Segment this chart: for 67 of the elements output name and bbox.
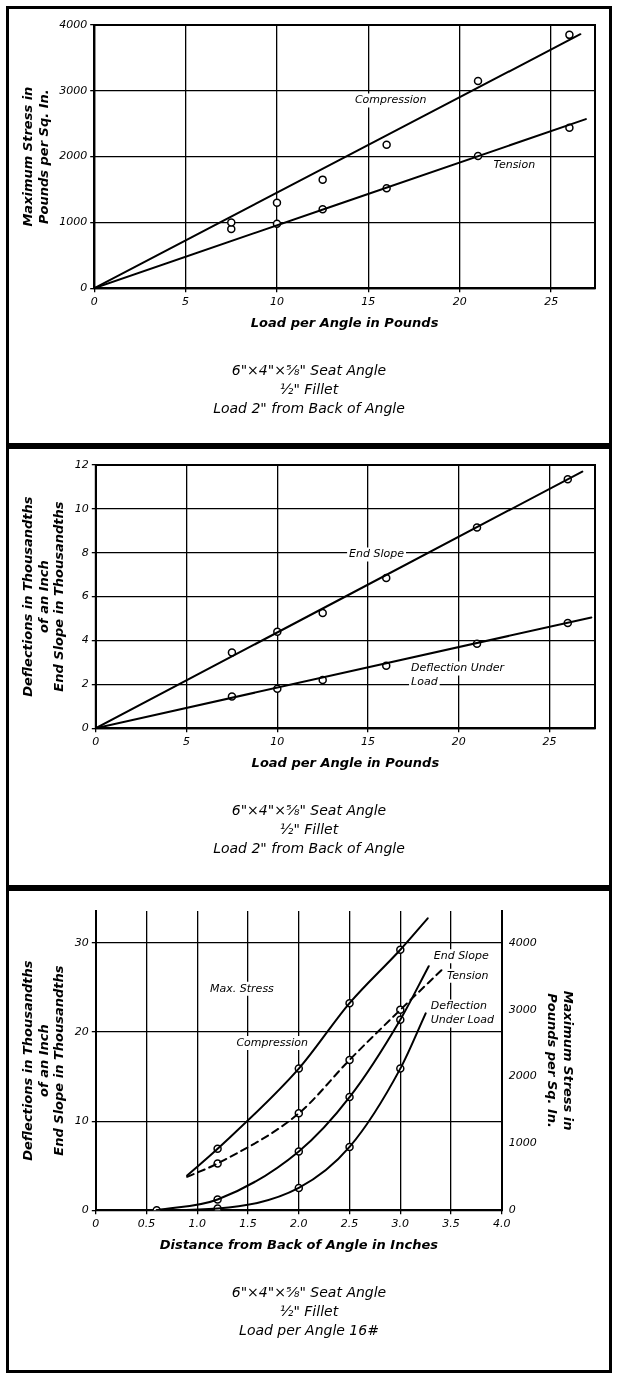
- y2-axis-title: Maximum Stress in Pounds per Sq. In.: [545, 990, 576, 1131]
- y-tick-label: 1000: [59, 215, 88, 229]
- y-tick-label: 4: [81, 633, 89, 647]
- x-tick-label: 4.0: [493, 1216, 511, 1230]
- series-label: Compression: [354, 93, 427, 107]
- y2-tick-label: 4000: [508, 935, 537, 949]
- text: 6"×4"×⅝" Seat Angle: [230, 361, 388, 380]
- x-axis-title: Load per Angle in Pounds: [251, 754, 440, 770]
- y-tick-label: 2000: [59, 149, 88, 163]
- series-label: Compression: [236, 1035, 309, 1049]
- x-tick-label: 1.5: [239, 1216, 257, 1230]
- y-axis-title: Deflections in Thousandths of an Inch End Slope in Thousandths: [20, 960, 67, 1161]
- y-tick-label: 8: [81, 545, 89, 559]
- y-tick-label: 3000: [59, 83, 88, 97]
- y-axis-title: Maximum Stress in Pounds per Sq. In.: [20, 86, 51, 227]
- x-tick-label: 5: [183, 734, 191, 748]
- y-tick-label: 30: [74, 935, 89, 949]
- y-tick-label: 0: [80, 281, 88, 295]
- y-tick-label: 12: [74, 457, 89, 471]
- y-tick-label: 6: [81, 589, 89, 603]
- x-tick-label: 3.0: [391, 1216, 410, 1230]
- x-tick-label: 3.5: [442, 1216, 460, 1230]
- y-tick-label: 20: [74, 1024, 89, 1038]
- text: ½" Fillet: [278, 380, 340, 399]
- series-label: Tension: [446, 968, 489, 982]
- text: ½" Fillet: [278, 1302, 340, 1321]
- y-tick-label: 2: [81, 677, 89, 691]
- series-label: Deflection Under Load: [430, 999, 496, 1027]
- text: 6"×4"×⅝" Seat Angle: [230, 1283, 388, 1302]
- y-tick-label: 4000: [59, 17, 88, 31]
- annotation: Max. Stress: [210, 981, 275, 995]
- text: 6"×4"×⅝" Seat Angle: [230, 801, 388, 820]
- text: Load per Angle 16#: [238, 1321, 380, 1340]
- series-label: End Slope: [433, 949, 489, 963]
- x-tick-label: 0: [92, 1216, 100, 1230]
- x-tick-label: 25: [544, 294, 559, 308]
- series-label: Tension: [493, 157, 536, 171]
- y2-tick-label: 1000: [508, 1136, 537, 1150]
- x-tick-label: 10: [270, 734, 285, 748]
- y-tick-label: 10: [74, 1114, 89, 1128]
- series-label: Deflection Under Load: [411, 661, 506, 689]
- x-tick-label: 10: [269, 294, 284, 308]
- x-tick-label: 0: [92, 734, 100, 748]
- x-tick-label: 2.0: [290, 1216, 308, 1230]
- x-tick-label: 25: [542, 734, 557, 748]
- x-tick-label: 1.0: [188, 1216, 207, 1230]
- y2-tick-label: 3000: [508, 1002, 537, 1016]
- x-tick-label: 0: [90, 294, 98, 308]
- text: ½" Fillet: [278, 820, 340, 839]
- series-label: End Slope: [349, 547, 405, 561]
- y-tick-label: 10: [74, 501, 89, 515]
- x-axis-title: Distance from Back of Angle in Inches: [159, 1236, 439, 1252]
- x-tick-label: 20: [452, 294, 467, 308]
- y-tick-label: 0: [81, 721, 89, 735]
- x-tick-label: 15: [361, 294, 376, 308]
- x-tick-label: 2.5: [340, 1216, 359, 1230]
- x-tick-label: 0.5: [137, 1216, 156, 1230]
- y2-tick-label: 2000: [508, 1069, 537, 1083]
- text: Load 2" from Back of Angle: [212, 399, 406, 418]
- y-axis-title: Deflections in Thousandths of an Inch End Slope in Thousandths: [20, 496, 67, 697]
- x-tick-label: 5: [182, 294, 190, 308]
- y2-tick-label: 0: [508, 1203, 516, 1217]
- x-axis-title: Load per Angle in Pounds: [250, 314, 439, 330]
- y-tick-label: 0: [81, 1203, 89, 1217]
- x-tick-label: 20: [451, 734, 466, 748]
- x-tick-label: 15: [361, 734, 376, 748]
- text: Load 2" from Back of Angle: [212, 839, 406, 858]
